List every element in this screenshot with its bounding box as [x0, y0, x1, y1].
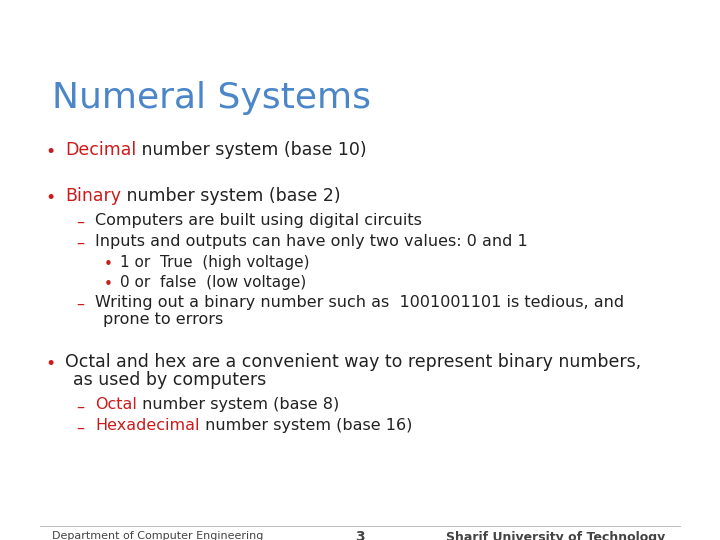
Text: Octal: Octal — [95, 397, 137, 413]
Text: •: • — [45, 190, 55, 207]
Text: Number Systems – Lecture 2: Number Systems – Lecture 2 — [58, 11, 238, 25]
Text: –: – — [76, 420, 84, 435]
Text: Department of Computer Engineering: Department of Computer Engineering — [52, 531, 264, 540]
Text: Sharif University of Technology: Sharif University of Technology — [446, 531, 665, 540]
Text: –: – — [76, 297, 84, 312]
Text: •: • — [45, 355, 55, 373]
Text: number system (base 16): number system (base 16) — [199, 418, 412, 434]
Text: Writing out a binary number such as  1001001101 is tedious, and: Writing out a binary number such as 1001… — [95, 295, 624, 310]
Text: Numeral Systems: Numeral Systems — [52, 81, 371, 115]
Text: as used by computers: as used by computers — [73, 372, 266, 389]
Text: •: • — [104, 257, 112, 272]
Text: –: – — [76, 237, 84, 251]
Text: –: – — [76, 400, 84, 414]
Text: Computers are built using digital circuits: Computers are built using digital circui… — [95, 213, 422, 228]
Text: 0 or  false  (low voltage): 0 or false (low voltage) — [120, 275, 306, 291]
Text: 3: 3 — [355, 530, 365, 540]
Text: Decimal: Decimal — [65, 141, 136, 159]
Text: Octal and hex are a convenient way to represent binary numbers,: Octal and hex are a convenient way to re… — [65, 353, 642, 372]
Text: number system (base 8): number system (base 8) — [137, 397, 339, 413]
Text: Inputs and outputs can have only two values: 0 and 1: Inputs and outputs can have only two val… — [95, 234, 528, 249]
Text: •: • — [104, 277, 112, 292]
Text: 1 or  True  (high voltage): 1 or True (high voltage) — [120, 255, 310, 270]
Text: –: – — [76, 215, 84, 230]
Text: number system (base 2): number system (base 2) — [121, 187, 341, 205]
Text: •: • — [45, 143, 55, 161]
Text: prone to errors: prone to errors — [103, 312, 223, 327]
Text: Binary: Binary — [65, 187, 121, 205]
Text: Hexadecimal: Hexadecimal — [95, 418, 199, 434]
Text: number system (base 10): number system (base 10) — [136, 141, 367, 159]
